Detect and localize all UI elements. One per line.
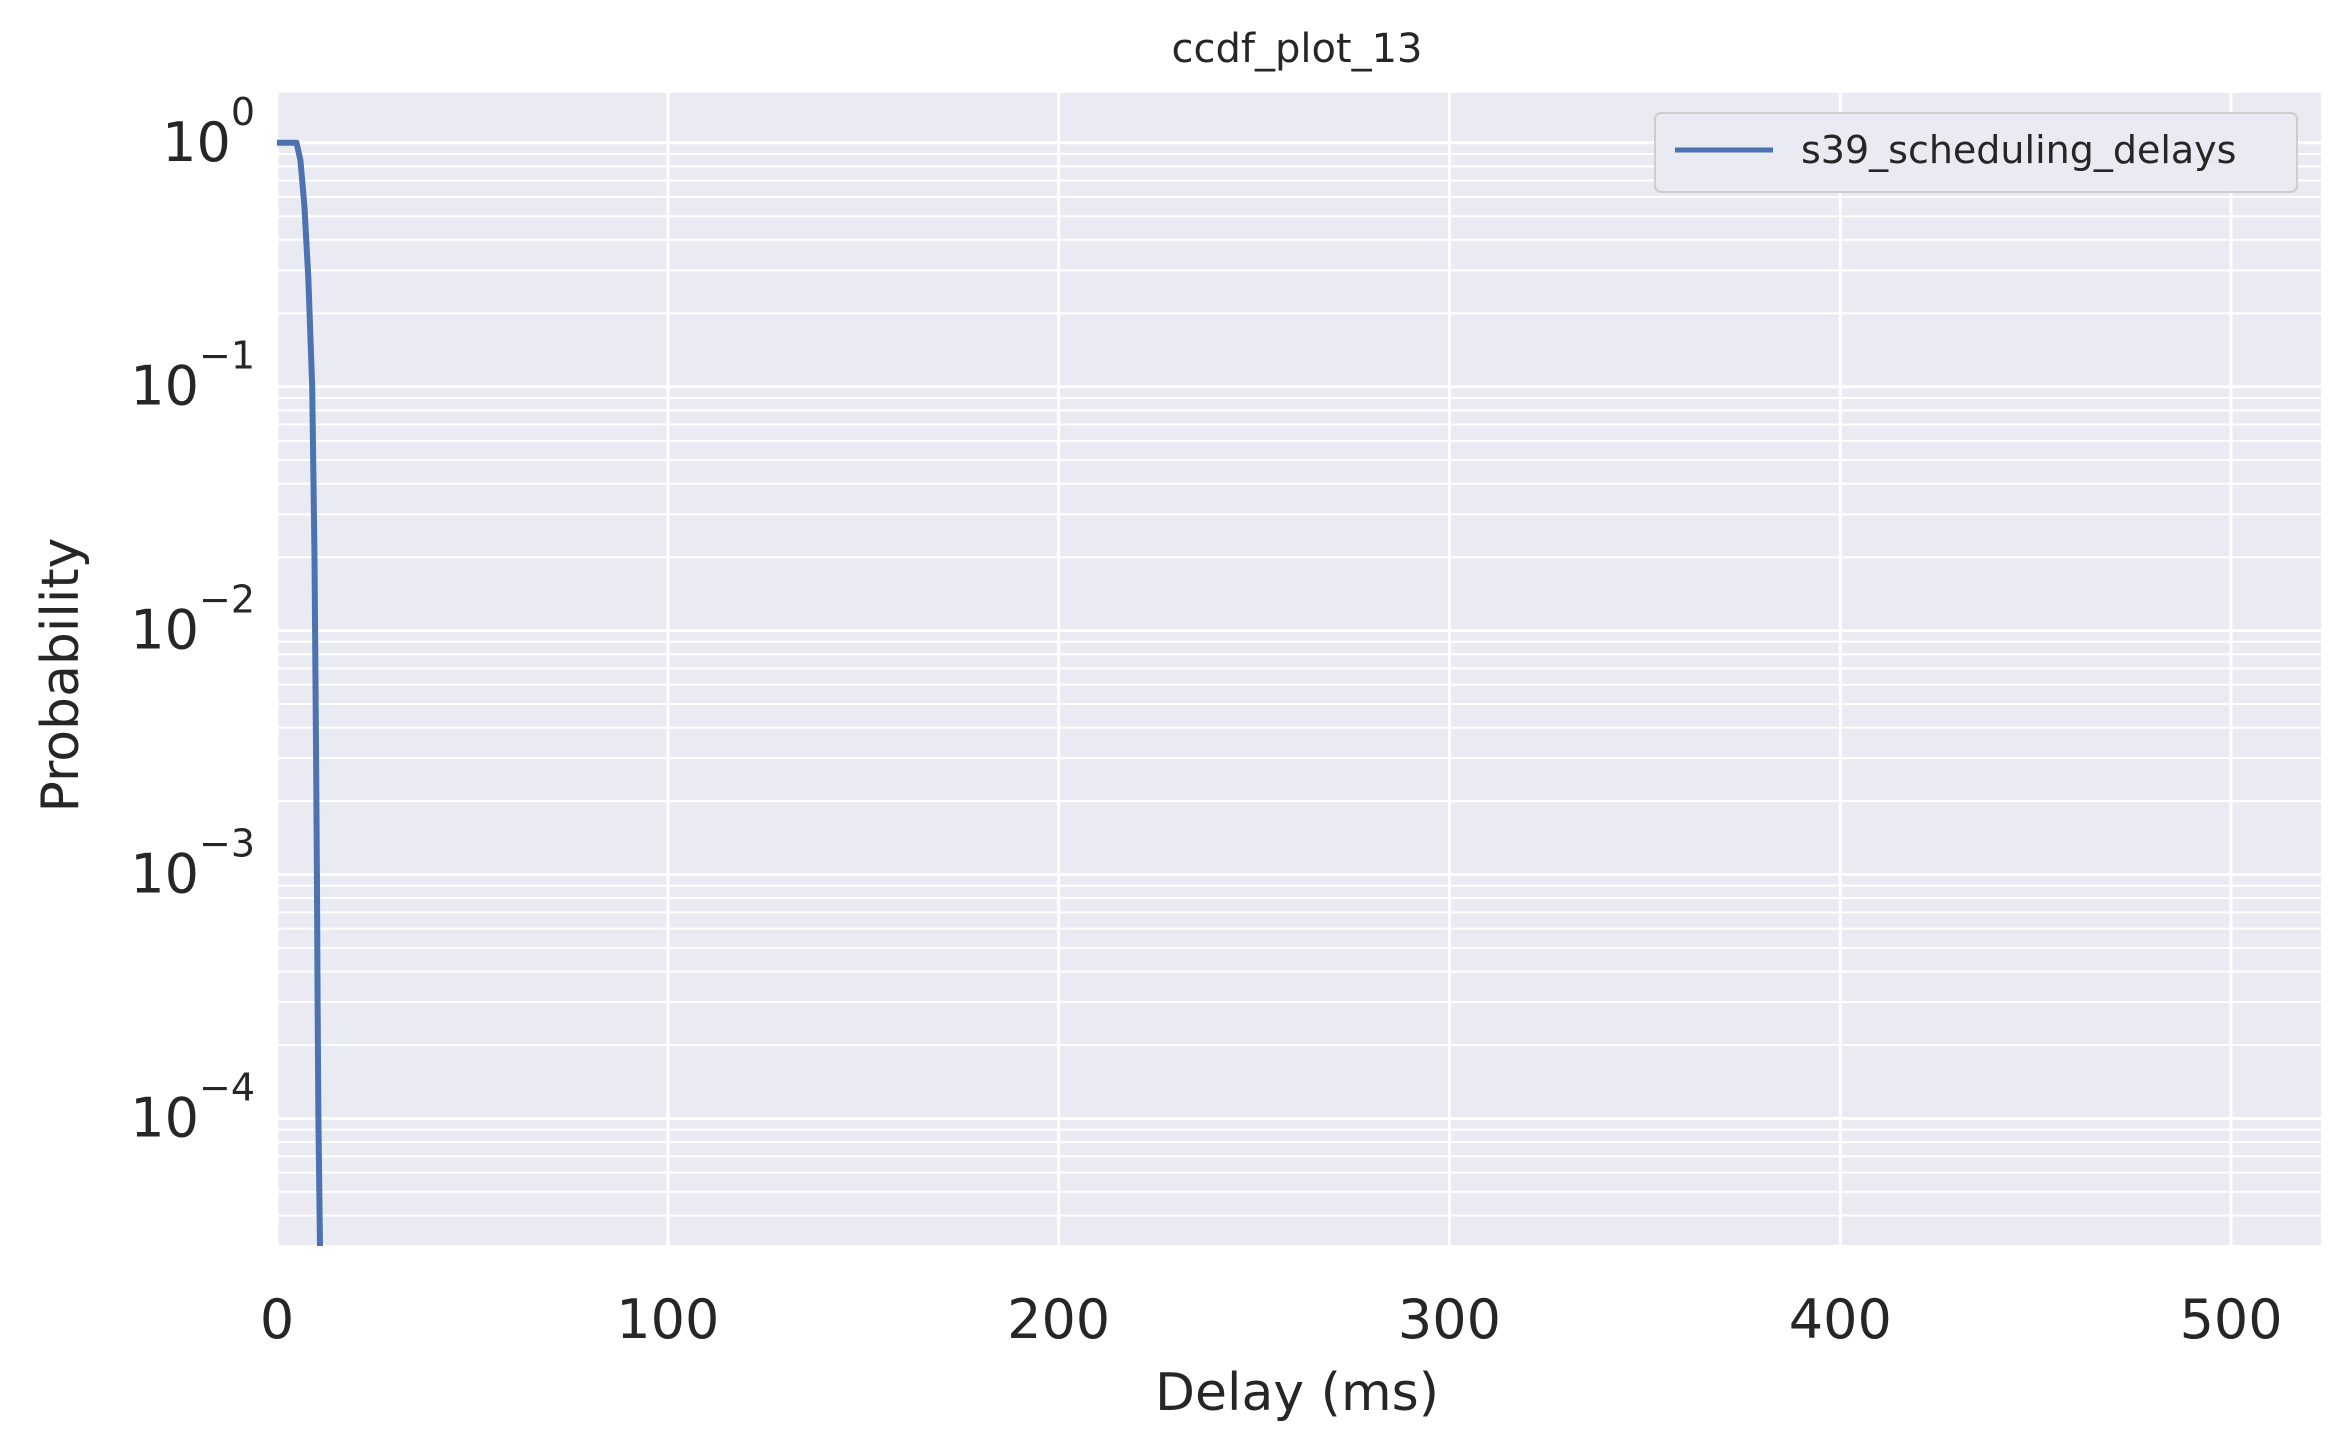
y-tick-label: 100 — [162, 90, 255, 174]
x-tick-label: 400 — [1789, 1288, 1892, 1351]
y-tick-label: 10−3 — [130, 822, 255, 906]
y-tick-labels: 100 10−1 10−2 10−3 10−4 — [130, 90, 255, 1150]
x-tick-label: 200 — [1007, 1288, 1110, 1351]
chart-title: ccdf_plot_13 — [1171, 26, 1422, 72]
y-tick-label: 10−1 — [130, 334, 255, 418]
series-layer — [277, 139, 323, 1247]
plot-background — [277, 93, 2321, 1246]
y-axis-label: Probability — [31, 538, 91, 813]
y-tick-label: 10−4 — [130, 1065, 255, 1149]
series-line — [277, 139, 323, 1247]
x-tick-label: 100 — [616, 1288, 719, 1351]
legend-box — [1654, 112, 2298, 193]
x-tick-label: 0 — [260, 1288, 294, 1351]
legend: s39_scheduling_delays — [1654, 112, 2298, 193]
major-gridlines — [275, 93, 2321, 1246]
x-tick-label: 500 — [2180, 1288, 2283, 1351]
legend-label: s39_scheduling_delays — [1801, 128, 2236, 172]
x-tick-labels: 0 100 200 300 400 500 — [260, 1288, 2283, 1351]
x-axis-label: Delay (ms) — [1155, 1363, 1439, 1423]
y-tick-label: 10−2 — [130, 578, 255, 662]
x-tick-label: 300 — [1398, 1288, 1501, 1351]
